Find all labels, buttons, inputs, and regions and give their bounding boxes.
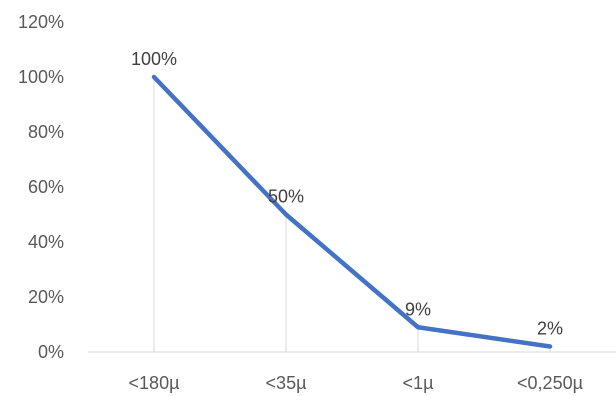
series-line [151, 74, 553, 349]
drop-lines [153, 77, 551, 352]
y-tick-label: 0% [38, 342, 64, 362]
x-tick-label: <0,250µ [517, 373, 583, 393]
y-tick-label: 80% [28, 122, 64, 142]
y-axis-tick-labels: 0% 20% 40% 60% 80% 100% 120% [18, 12, 64, 362]
data-label: 50% [268, 187, 304, 207]
data-label: 100% [131, 49, 177, 69]
data-label: 2% [537, 319, 563, 339]
y-tick-label: 60% [28, 177, 64, 197]
data-labels: 100% 50% 9% 2% [131, 49, 563, 339]
x-tick-label: <35µ [266, 373, 307, 393]
y-tick-label: 120% [18, 12, 64, 32]
y-tick-label: 20% [28, 287, 64, 307]
x-axis-tick-labels: <180µ <35µ <1µ <0,250µ [129, 373, 583, 393]
x-tick-label: <1µ [403, 373, 434, 393]
x-tick-label: <180µ [129, 373, 180, 393]
y-tick-label: 40% [28, 232, 64, 252]
y-tick-label: 100% [18, 67, 64, 87]
data-label: 9% [405, 299, 431, 319]
